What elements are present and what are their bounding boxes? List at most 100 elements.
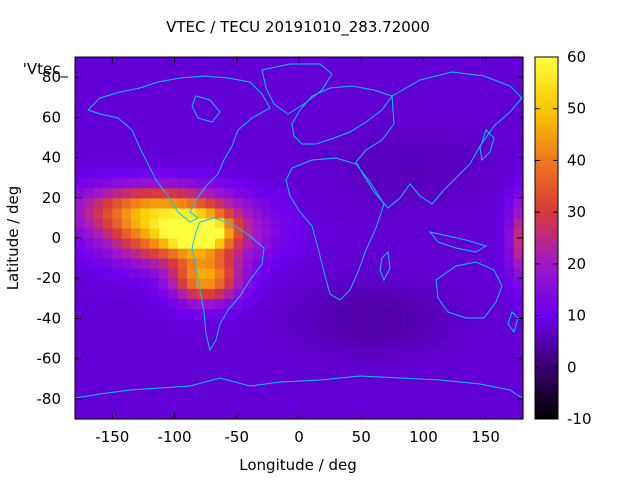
coastline-greenland xyxy=(261,63,333,115)
heatmap-cell xyxy=(140,398,151,410)
heatmap-cell xyxy=(373,77,384,88)
heatmap-cell xyxy=(411,97,421,108)
heatmap-cell xyxy=(373,378,384,390)
heatmap-cell xyxy=(476,77,487,88)
heatmap-cell xyxy=(215,97,225,108)
heatmap-cell xyxy=(93,197,104,209)
heatmap-cell xyxy=(243,157,253,169)
heatmap-cell xyxy=(140,127,151,139)
heatmap-cell xyxy=(355,268,365,279)
heatmap-cell xyxy=(504,67,515,78)
heatmap-cell xyxy=(233,87,244,98)
heatmap-cell xyxy=(383,338,393,350)
heatmap-cell xyxy=(317,207,328,219)
heatmap-cell xyxy=(280,147,291,159)
heatmap-cell xyxy=(401,378,412,390)
heatmap-cell xyxy=(177,127,188,139)
heatmap-cell xyxy=(140,67,151,78)
heatmap-cell xyxy=(308,318,319,330)
heatmap-cell xyxy=(75,217,85,229)
heatmap-cell xyxy=(327,338,337,350)
heatmap-cell xyxy=(476,258,487,269)
heatmap-cell xyxy=(429,298,440,309)
heatmap-cell xyxy=(233,398,244,410)
heatmap-cell xyxy=(112,278,123,289)
heatmap-cell xyxy=(205,388,216,400)
heatmap-cell xyxy=(112,348,123,360)
heatmap-cell xyxy=(243,87,253,98)
heatmap-cell xyxy=(205,298,216,309)
heatmap-cell xyxy=(327,278,337,289)
heatmap-cell xyxy=(243,288,253,299)
heatmap-cell xyxy=(439,157,449,169)
heatmap-cell xyxy=(261,358,272,370)
heatmap-cell xyxy=(467,227,477,239)
heatmap-cell xyxy=(336,107,347,118)
heatmap-cell xyxy=(513,378,524,390)
heatmap-cell xyxy=(140,207,151,219)
heatmap-cell xyxy=(411,187,421,199)
heatmap-cell xyxy=(364,187,375,199)
heatmap-cell xyxy=(401,368,412,380)
heatmap-cell xyxy=(149,258,160,269)
heatmap-cell xyxy=(467,238,477,249)
heatmap-cell xyxy=(373,87,384,98)
heatmap-cell xyxy=(383,318,393,330)
heatmap-cell xyxy=(177,57,188,68)
heatmap-cell xyxy=(187,238,197,249)
heatmap-cell xyxy=(93,248,104,259)
heatmap-cell xyxy=(177,107,188,118)
heatmap-cell xyxy=(121,328,132,340)
heatmap-cell xyxy=(149,238,160,249)
heatmap-cell xyxy=(299,398,309,410)
heatmap-cell xyxy=(149,338,160,350)
heatmap-cell xyxy=(392,378,403,390)
heatmap-cell xyxy=(103,268,113,279)
heatmap-cell xyxy=(299,278,309,289)
heatmap-cell xyxy=(271,217,281,229)
heatmap-cell xyxy=(327,127,337,139)
heatmap-cell xyxy=(336,318,347,330)
heatmap-cell xyxy=(448,167,459,179)
heatmap-cell xyxy=(131,217,141,229)
heatmap-cell xyxy=(457,57,468,68)
heatmap-cell xyxy=(392,368,403,380)
colorbar-tick-label: 10 xyxy=(567,307,586,325)
heatmap-cell xyxy=(196,97,207,108)
heatmap-cell xyxy=(93,408,104,420)
heatmap-cell xyxy=(401,87,412,98)
heatmap-cell xyxy=(168,278,179,289)
heatmap-cell xyxy=(187,87,197,98)
heatmap-cell xyxy=(467,87,477,98)
heatmap-cell xyxy=(383,137,393,149)
heatmap-cell xyxy=(373,197,384,209)
heatmap-cell xyxy=(177,137,188,149)
heatmap-cell xyxy=(439,187,449,199)
heatmap-cell xyxy=(131,127,141,139)
heatmap-cell xyxy=(131,227,141,239)
heatmap-cell xyxy=(457,358,468,370)
heatmap-cell xyxy=(513,127,524,139)
heatmap-cell xyxy=(112,268,123,279)
heatmap-cell xyxy=(233,127,244,139)
heatmap-cell xyxy=(317,368,328,380)
heatmap-cell xyxy=(289,77,300,88)
heatmap-cell xyxy=(495,127,505,139)
heatmap-cell xyxy=(233,268,244,279)
heatmap-cell xyxy=(392,318,403,330)
heatmap-cell xyxy=(495,408,505,420)
colorbar-tick-label: 50 xyxy=(567,100,586,118)
heatmap-cell xyxy=(187,97,197,108)
heatmap-cell xyxy=(476,187,487,199)
heatmap-cell xyxy=(401,328,412,340)
heatmap-cell xyxy=(476,298,487,309)
heatmap-cell xyxy=(252,398,263,410)
heatmap-cell xyxy=(140,238,151,249)
heatmap-cell xyxy=(75,338,85,350)
heatmap-cell xyxy=(429,107,440,118)
heatmap-cell xyxy=(392,187,403,199)
heatmap-cell xyxy=(308,127,319,139)
heatmap-cell xyxy=(467,318,477,330)
heatmap-cell xyxy=(299,328,309,340)
heatmap-cell xyxy=(103,348,113,360)
